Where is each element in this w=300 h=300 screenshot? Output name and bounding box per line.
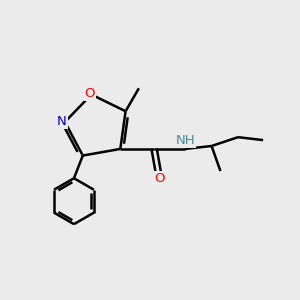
Text: O: O xyxy=(85,87,95,100)
Text: O: O xyxy=(155,172,165,185)
Text: N: N xyxy=(57,116,67,128)
Text: NH: NH xyxy=(175,134,195,147)
